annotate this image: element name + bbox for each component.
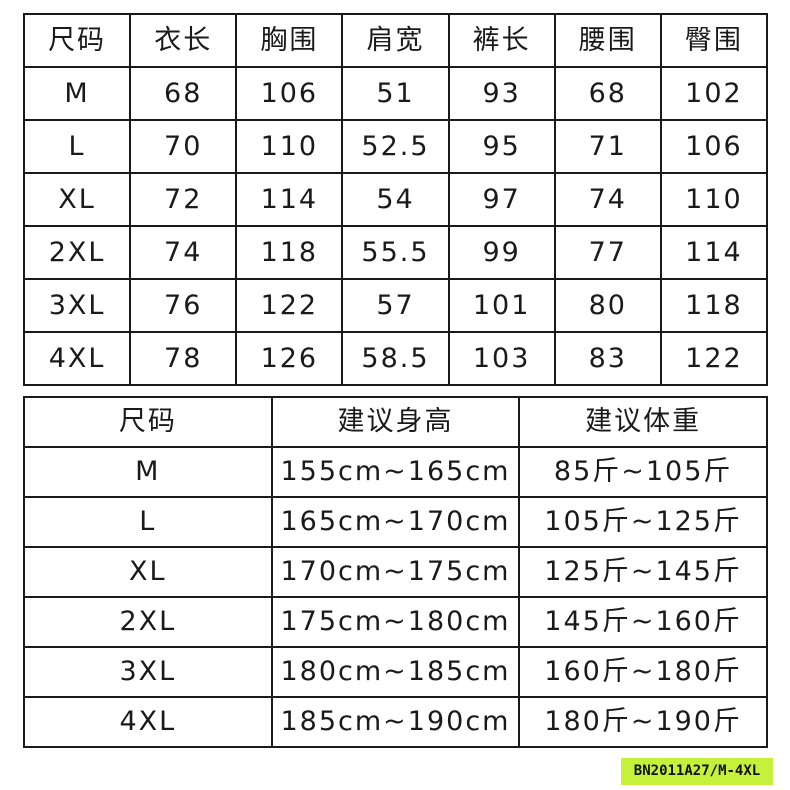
product-code-tag: BN2011A27/M-4XL <box>621 758 773 785</box>
table-cell: 83 <box>553 331 662 386</box>
table-cell: 114 <box>235 172 344 227</box>
table-cell: 160斤~180斤 <box>518 646 768 698</box>
column-header: 裤长 <box>447 13 556 68</box>
column-header: 建议身高 <box>270 396 521 448</box>
table-row: 2XL 175cm~180cm 145斤~160斤 <box>23 596 768 648</box>
table-cell: 97 <box>447 172 556 227</box>
table-cell: 125斤~145斤 <box>518 546 768 598</box>
table-cell: 93 <box>447 66 556 121</box>
table-cell: 68 <box>553 66 662 121</box>
table-cell: M <box>22 66 132 121</box>
table-cell: 74 <box>129 225 238 280</box>
table-cell: 105斤~125斤 <box>518 496 768 548</box>
table-cell: 58.5 <box>341 331 450 386</box>
table-row: 3XL 76 122 57 101 80 118 <box>22 278 769 333</box>
table-cell: 51 <box>341 66 450 121</box>
table-row: XL 72 114 54 97 74 110 <box>22 172 769 227</box>
table-cell: 95 <box>447 119 556 174</box>
table-cell: 99 <box>447 225 556 280</box>
column-header: 臀围 <box>659 13 769 68</box>
table-cell: 118 <box>235 225 344 280</box>
table-cell: 57 <box>341 278 450 333</box>
table-cell: M <box>23 446 273 498</box>
column-header: 腰围 <box>553 13 662 68</box>
table-cell: 54 <box>341 172 450 227</box>
table-cell: 102 <box>659 66 769 121</box>
table-cell: 155cm~165cm <box>270 446 521 498</box>
table-row: M 68 106 51 93 68 102 <box>22 66 769 121</box>
table-row: L 165cm~170cm 105斤~125斤 <box>23 496 768 548</box>
table-row: M 155cm~165cm 85斤~105斤 <box>23 446 768 498</box>
table-cell: 118 <box>659 278 769 333</box>
recommendation-table: 尺码 建议身高 建议体重 M 155cm~165cm 85斤~105斤 L 165cm~170… <box>23 396 768 748</box>
table-cell: XL <box>23 546 273 598</box>
table-row: 3XL 180cm~185cm 160斤~180斤 <box>23 646 768 698</box>
measurements-table: 尺码 衣长 胸围 肩宽 裤长 腰围 臀围 M 68 106 51 93 68 102 L 70 110 52.5 9… <box>22 13 769 386</box>
table-cell: L <box>23 496 273 548</box>
table-cell: 180斤~190斤 <box>518 696 768 748</box>
table-cell: 2XL <box>23 596 273 648</box>
table-cell: 175cm~180cm <box>270 596 521 648</box>
table-cell: 180cm~185cm <box>270 646 521 698</box>
column-header: 建议体重 <box>518 396 768 448</box>
table-cell: 101 <box>447 278 556 333</box>
table-cell: 76 <box>129 278 238 333</box>
table-cell: 3XL <box>23 646 273 698</box>
column-header: 胸围 <box>235 13 344 68</box>
table-row: XL 170cm~175cm 125斤~145斤 <box>23 546 768 598</box>
table-row: 2XL 74 118 55.5 99 77 114 <box>22 225 769 280</box>
table-row: 4XL 185cm~190cm 180斤~190斤 <box>23 696 768 748</box>
header-row: 尺码 建议身高 建议体重 <box>23 396 768 448</box>
table-cell: 103 <box>447 331 556 386</box>
table-cell: 2XL <box>22 225 132 280</box>
table-cell: 71 <box>553 119 662 174</box>
table-cell: L <box>22 119 132 174</box>
table-cell: 52.5 <box>341 119 450 174</box>
table-cell: 165cm~170cm <box>270 496 521 548</box>
table-cell: 185cm~190cm <box>270 696 521 748</box>
table-cell: 70 <box>129 119 238 174</box>
table-cell: 122 <box>235 278 344 333</box>
table-cell: 126 <box>235 331 344 386</box>
table-cell: 68 <box>129 66 238 121</box>
table-cell: 4XL <box>23 696 273 748</box>
table-cell: 106 <box>659 119 769 174</box>
table-cell: 85斤~105斤 <box>518 446 768 498</box>
header-row: 尺码 衣长 胸围 肩宽 裤长 腰围 臀围 <box>22 13 769 68</box>
table-cell: 114 <box>659 225 769 280</box>
table-row: 4XL 78 126 58.5 103 83 122 <box>22 331 769 386</box>
table-cell: 77 <box>553 225 662 280</box>
table-cell: XL <box>22 172 132 227</box>
table-cell: 170cm~175cm <box>270 546 521 598</box>
column-header: 尺码 <box>23 396 273 448</box>
column-header: 尺码 <box>22 13 132 68</box>
table-cell: 110 <box>235 119 344 174</box>
table-cell: 145斤~160斤 <box>518 596 768 648</box>
table-cell: 55.5 <box>341 225 450 280</box>
table-cell: 80 <box>553 278 662 333</box>
table-cell: 110 <box>659 172 769 227</box>
table-cell: 74 <box>553 172 662 227</box>
column-header: 衣长 <box>129 13 238 68</box>
table-cell: 4XL <box>22 331 132 386</box>
table-cell: 78 <box>129 331 238 386</box>
table-cell: 122 <box>659 331 769 386</box>
table-cell: 72 <box>129 172 238 227</box>
table-cell: 3XL <box>22 278 132 333</box>
table-row: L 70 110 52.5 95 71 106 <box>22 119 769 174</box>
table-cell: 106 <box>235 66 344 121</box>
column-header: 肩宽 <box>341 13 450 68</box>
